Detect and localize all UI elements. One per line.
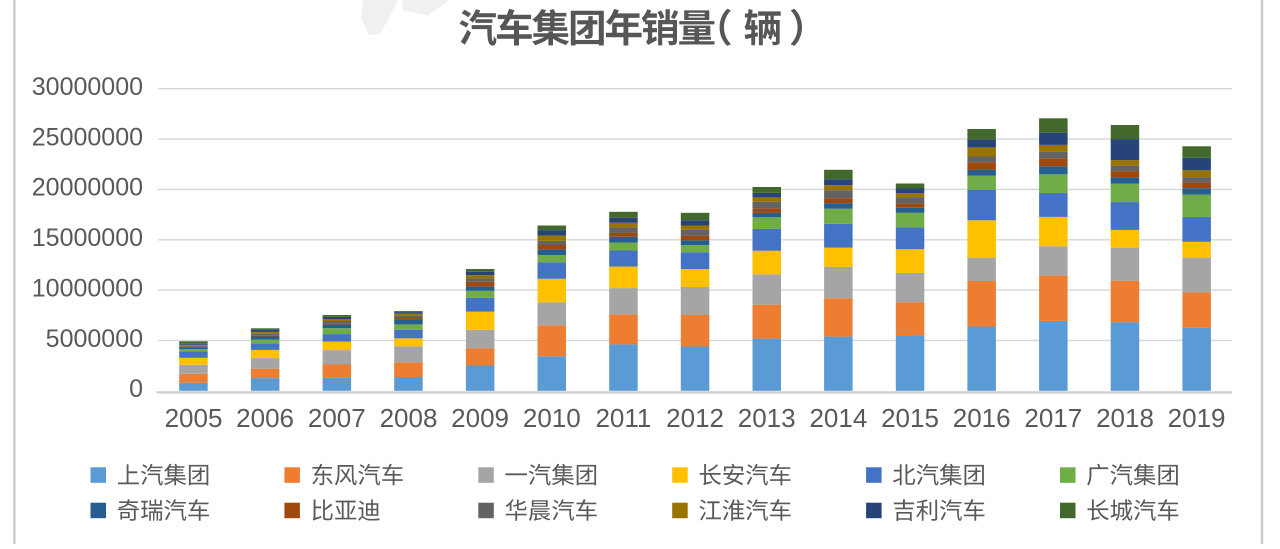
svg-text:30000000: 30000000	[32, 73, 143, 101]
svg-text:20000000: 20000000	[32, 174, 143, 202]
svg-text:2007: 2007	[308, 403, 366, 433]
svg-text:2011: 2011	[595, 403, 651, 433]
svg-text:2019: 2019	[1168, 403, 1226, 433]
svg-text:2016: 2016	[953, 403, 1011, 433]
svg-text:2017: 2017	[1024, 403, 1082, 433]
svg-text:25000000: 25000000	[32, 123, 143, 151]
svg-text:2013: 2013	[738, 403, 796, 433]
svg-text:2012: 2012	[666, 403, 724, 433]
svg-text:2018: 2018	[1096, 403, 1154, 433]
svg-text:0: 0	[129, 375, 143, 403]
svg-text:2014: 2014	[809, 403, 867, 433]
svg-text:5000000: 5000000	[46, 325, 143, 353]
svg-text:2010: 2010	[523, 403, 581, 433]
svg-text:2008: 2008	[380, 403, 438, 433]
svg-text:2015: 2015	[881, 403, 939, 433]
svg-text:15000000: 15000000	[32, 224, 143, 252]
svg-text:2006: 2006	[236, 403, 294, 433]
svg-text:2005: 2005	[165, 403, 223, 433]
svg-text:10000000: 10000000	[32, 274, 143, 302]
svg-text:2009: 2009	[451, 403, 509, 433]
